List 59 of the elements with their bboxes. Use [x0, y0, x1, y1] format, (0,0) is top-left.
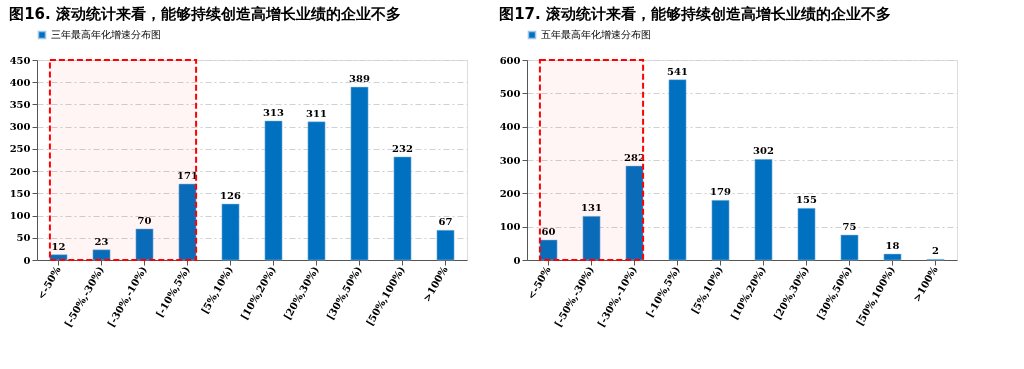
data-label: 70	[137, 214, 152, 226]
y-tick-label: 50	[16, 232, 31, 244]
bar	[625, 165, 644, 261]
chart-title: 图17. 滚动统计来看，能够持续创造高增长业绩的企业不多	[499, 5, 891, 23]
bar	[307, 121, 326, 261]
bar	[135, 228, 154, 261]
bar	[797, 208, 816, 261]
bar	[49, 254, 68, 261]
bar	[221, 203, 240, 261]
data-label: 389	[349, 73, 370, 85]
data-label: 2	[932, 245, 940, 257]
y-tick-label: 0	[513, 254, 521, 266]
bar	[883, 253, 902, 261]
data-label: 179	[710, 186, 731, 198]
y-tick-label: 300	[499, 154, 521, 166]
y-tick-label: 100	[9, 210, 31, 222]
y-tick-label: 400	[499, 121, 521, 133]
data-label: 155	[796, 194, 817, 206]
data-label: 541	[667, 65, 688, 77]
y-tick-label: 0	[23, 254, 31, 266]
bar	[754, 159, 773, 261]
bar	[668, 79, 687, 261]
bar	[840, 234, 859, 261]
y-tick-label: 150	[9, 187, 31, 199]
bar	[350, 86, 369, 261]
data-label: 126	[220, 190, 241, 201]
legend-label: 三年最高年化增速分布图	[51, 29, 161, 40]
bar	[582, 216, 601, 261]
y-tick-label: 400	[9, 76, 31, 88]
legend-label: 五年最高年化增速分布图	[541, 29, 651, 40]
y-tick-label: 500	[499, 87, 521, 99]
y-tick-label: 100	[499, 221, 521, 233]
y-tick-label: 200	[499, 187, 521, 199]
data-label: 131	[581, 202, 602, 214]
data-label: 311	[306, 107, 327, 119]
y-tick-label: 300	[9, 121, 31, 133]
data-label: 75	[842, 221, 857, 232]
bar	[436, 229, 455, 261]
y-tick-label: 600	[499, 54, 521, 66]
bar	[393, 156, 412, 261]
data-label: 232	[392, 142, 413, 154]
data-label: 313	[263, 106, 284, 118]
data-label: 18	[885, 240, 900, 251]
data-label: 60	[541, 226, 556, 237]
data-label: 23	[94, 235, 109, 247]
bar	[92, 249, 111, 261]
y-tick-label: 350	[9, 98, 31, 110]
data-label: 12	[51, 240, 66, 252]
bar	[539, 239, 558, 261]
y-tick-label: 250	[9, 143, 31, 155]
chart-title: 图16. 滚动统计来看，能够持续创造高增长业绩的企业不多	[9, 5, 401, 23]
data-label: 67	[438, 216, 453, 228]
y-tick-label: 450	[9, 54, 31, 66]
bar	[711, 200, 730, 261]
y-tick-label: 200	[9, 165, 31, 177]
data-label: 302	[753, 145, 774, 157]
bar	[264, 120, 283, 261]
bar	[178, 183, 197, 261]
data-label: 171	[177, 170, 198, 181]
